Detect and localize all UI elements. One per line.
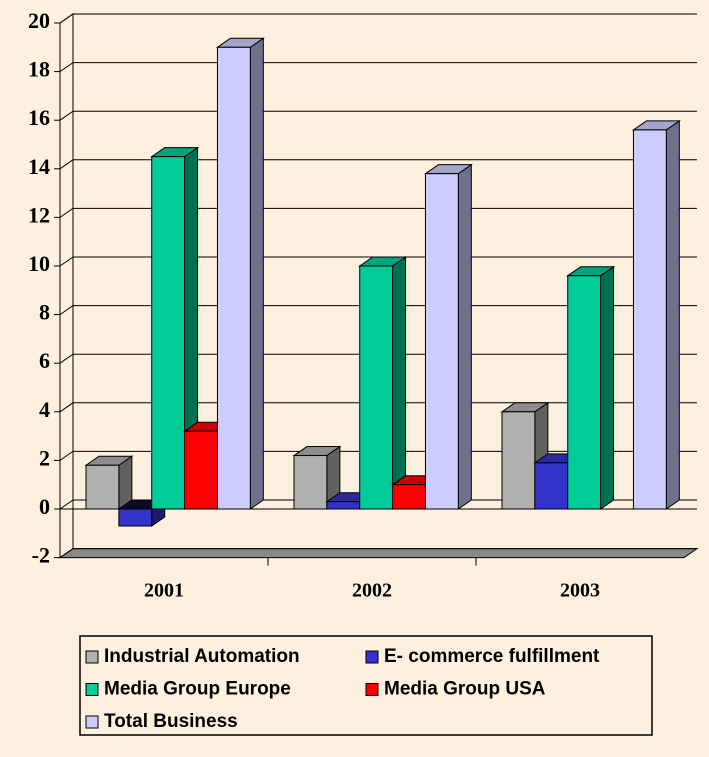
legend-swatch (85, 650, 99, 664)
grid-line (59, 159, 697, 170)
y-tick-label: 6 (39, 348, 50, 373)
legend-label: E- commerce fulfillment (384, 646, 600, 667)
bar (216, 46, 251, 510)
bar-side (600, 265, 615, 510)
bar (151, 156, 186, 510)
y-tick-label: 18 (28, 57, 50, 82)
y-tick-label: 14 (28, 154, 50, 179)
bar (567, 275, 602, 510)
grid-line (59, 13, 697, 24)
grid-line (59, 256, 697, 267)
y-tick-label: 16 (28, 105, 50, 130)
bar (632, 129, 667, 510)
grid-line (59, 402, 697, 413)
y-tick-label: 4 (39, 397, 50, 422)
grid-line (59, 548, 697, 559)
bar (424, 173, 459, 510)
legend-swatch (85, 683, 99, 696)
grid-line (59, 305, 697, 316)
legend-label: Media Group USA (384, 679, 546, 700)
y-tick-label: 2 (39, 445, 50, 470)
legend-label: Media Group Europe (104, 679, 291, 700)
y-tick-label: 8 (39, 300, 50, 325)
legend-swatch (365, 683, 379, 696)
bar-side (249, 37, 264, 510)
bar (85, 464, 120, 510)
legend-swatch (365, 650, 379, 664)
y-tick-label: 10 (28, 251, 50, 276)
bar (359, 265, 394, 510)
bar (501, 411, 536, 510)
floor (58, 548, 699, 559)
bar (118, 508, 153, 527)
bar (184, 430, 218, 510)
grid-line (59, 499, 697, 510)
legend-swatch (85, 715, 99, 729)
x-tick-label: 2003 (560, 580, 600, 602)
grid-line (59, 110, 697, 121)
y-tick-label: 20 (28, 8, 50, 33)
bar (392, 484, 426, 510)
x-tick-label: 2001 (144, 580, 184, 602)
y-tick-label: 0 (39, 494, 50, 519)
y-tick-label: -2 (32, 543, 50, 568)
grid-line (59, 62, 697, 73)
bar-side (392, 256, 407, 510)
legend-label: Total Business (104, 711, 238, 732)
bar-side (665, 119, 680, 510)
grid-line (59, 353, 697, 364)
bar-side (457, 163, 472, 510)
bar (326, 501, 361, 510)
bar (293, 455, 328, 510)
bar (534, 462, 569, 510)
grid-line (59, 450, 697, 461)
y-tick-label: 12 (28, 202, 50, 227)
x-tick-label: 2002 (352, 580, 392, 602)
grid-line (59, 207, 697, 218)
legend-label: Industrial Automation (104, 646, 300, 667)
